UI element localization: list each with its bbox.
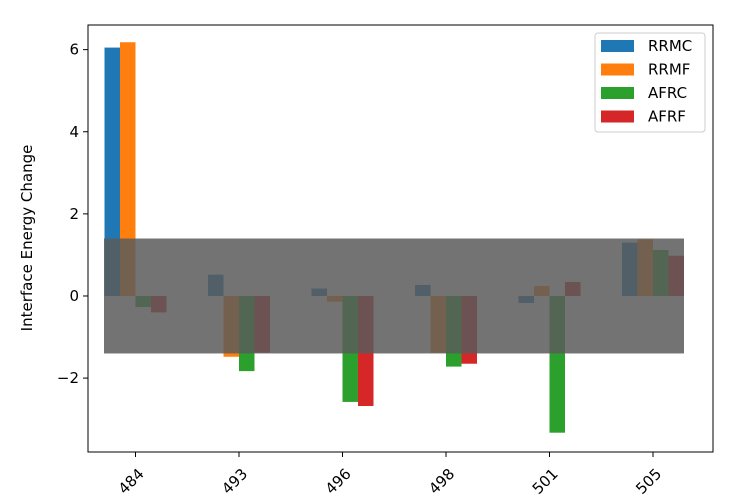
plot-frame (87, 24, 714, 453)
x-tick-label: 493 (218, 465, 251, 498)
legend-label-afrf: AFRF (648, 108, 686, 126)
legend-swatch-afrf (601, 110, 634, 123)
threshold-band (104, 238, 684, 354)
bar-rrmc-484 (104, 47, 120, 296)
x-tick-label: 505 (632, 465, 665, 498)
x-tick-label: 496 (322, 465, 355, 498)
x-tick-label: 501 (529, 465, 562, 498)
x-tick-label: 484 (115, 465, 148, 498)
legend: RRMC RRMF AFRC AFRF (594, 32, 706, 133)
y-axis-label: Interface Energy Change (18, 145, 36, 332)
legend-swatch-rrmf (601, 63, 634, 76)
y-tick-label: 6 (69, 41, 79, 59)
y-axis: −2 0 2 4 6 (57, 41, 88, 387)
legend-label-rrmc: RRMC (648, 37, 692, 55)
bar-rrmf-484 (120, 42, 136, 296)
legend-label-rrmf: RRMF (648, 61, 690, 79)
y-tick-label: 2 (69, 205, 79, 223)
x-tick-label: 498 (425, 465, 458, 498)
y-tick-label: 0 (69, 287, 79, 305)
legend-swatch-rrmc (601, 40, 634, 52)
legend-swatch-afrc (601, 87, 634, 99)
legend-frame (594, 32, 706, 133)
legend-label-afrc: AFRC (648, 84, 687, 102)
y-tick-label: 4 (69, 123, 79, 141)
x-axis: 484 493 496 498 501 505 (115, 452, 665, 498)
y-tick-label: −2 (57, 369, 79, 387)
